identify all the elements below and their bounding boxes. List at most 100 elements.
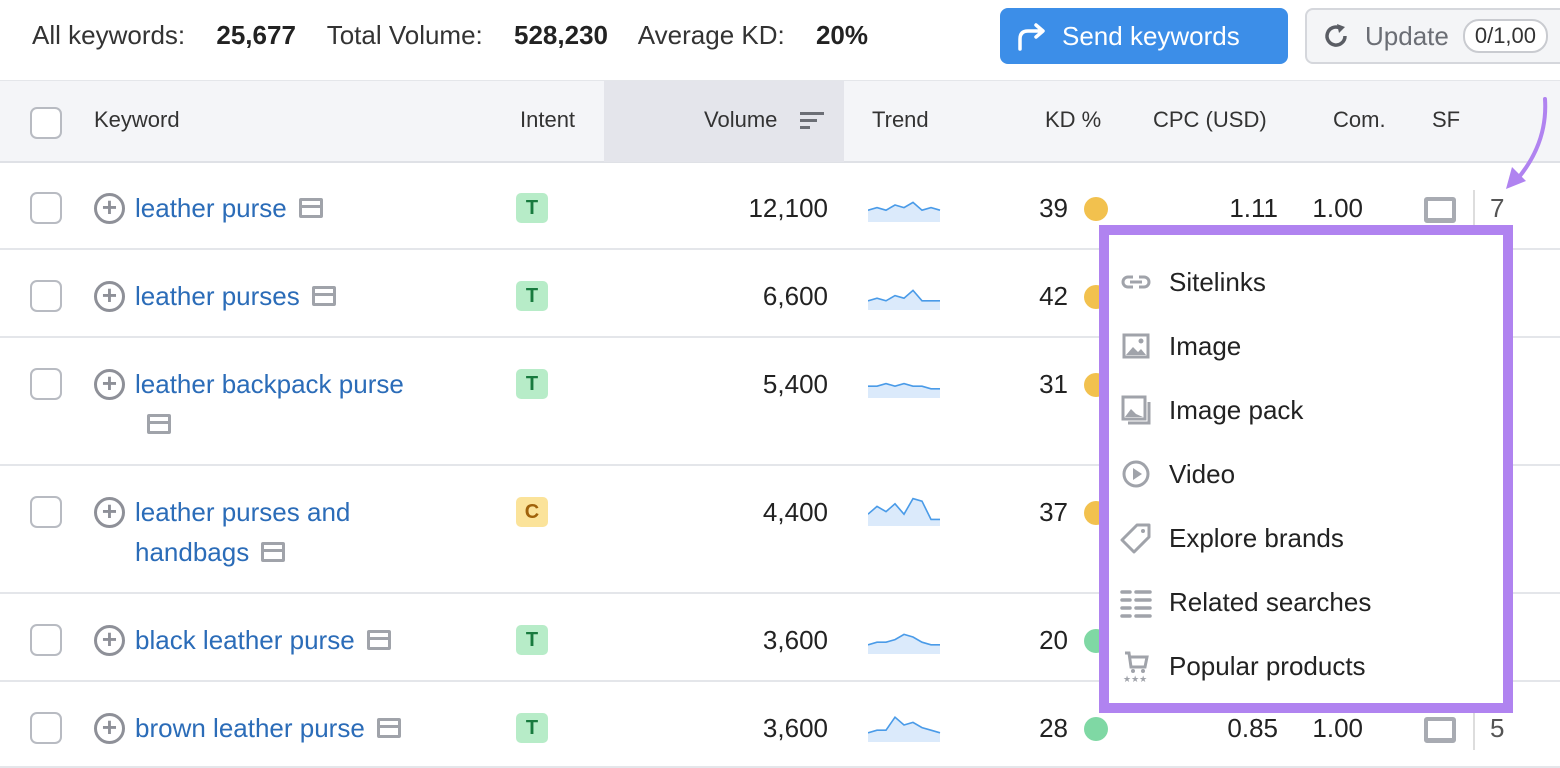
sf-menu-item[interactable]: Related searches [1119,582,1371,622]
table-row: + leather purses and handbags C 4,400 37 [0,466,1560,594]
sf-menu-item[interactable]: Image [1119,326,1241,366]
update-label: Update [1365,20,1449,51]
sf-menu-item[interactable]: ★★★ Popular products [1119,646,1366,686]
play-icon [1122,460,1150,488]
sort-desc-icon[interactable] [800,111,824,131]
total-volume-value: 528,230 [514,20,608,50]
sf-menu-item-label: Video [1169,458,1236,489]
row-checkbox[interactable] [30,368,62,400]
keyword-link[interactable]: leather purses and handbags [135,492,415,572]
list-icon [1120,590,1152,618]
kd-value: 28 [1039,713,1068,743]
row-checkbox[interactable] [30,280,62,312]
image-icon [1122,333,1150,359]
all-keywords-label: All keywords: [32,20,186,50]
serp-features-icon[interactable] [1424,717,1456,743]
intent-badge: T [516,193,548,223]
keyword-link[interactable]: leather purses [135,276,415,316]
serp-icon[interactable] [298,198,323,219]
intent-badge: T [516,369,548,399]
table-row: + black leather purse T 3,600 20 [0,594,1560,682]
com-value: 1.00 [1312,713,1363,743]
send-keywords-button[interactable]: Send keywords [1000,8,1288,64]
keyword-text[interactable]: brown leather purse [135,713,365,743]
col-trend[interactable]: Trend [872,107,929,132]
row-checkbox[interactable] [30,192,62,224]
total-volume-label: Total Volume: [326,20,483,50]
sf-dropdown-menu: Sitelinks Image Image pack Video Explore bra… [1100,226,1512,712]
keyword-link[interactable]: leather backpack purse [135,364,415,444]
keyword-link[interactable]: brown leather purse [135,708,415,748]
serp-icon[interactable] [261,542,286,563]
col-intent[interactable]: Intent [520,107,576,132]
add-keyword-icon[interactable]: + [94,193,125,224]
intent-badge: T [516,713,548,743]
table-row: + brown leather purse T 3,600 28 0.85 1.… [0,682,1560,768]
intent-badge: T [516,281,548,311]
all-keywords-value: 25,677 [216,20,296,50]
volume-value: 5,400 [762,369,828,399]
col-com[interactable]: Com. [1333,107,1386,132]
serp-icon[interactable] [376,718,401,739]
sf-menu-item-label: Related searches [1169,586,1372,617]
sf-menu-item[interactable]: Image pack [1119,390,1303,430]
volume-value: 3,600 [762,713,828,743]
sf-count[interactable]: 5 [1490,713,1505,743]
trend-sparkline [868,289,940,310]
sf-count[interactable]: 7 [1490,193,1505,223]
refresh-icon [1325,24,1347,47]
keyword-text[interactable]: leather purses [135,281,300,311]
serp-icon[interactable] [311,286,336,307]
col-keyword[interactable]: Keyword [94,107,180,132]
volume-value: 6,600 [762,281,828,311]
add-keyword-icon[interactable]: + [94,497,125,528]
svg-text:★★★: ★★★ [1123,674,1147,683]
trend-sparkline [868,201,941,222]
add-keyword-icon[interactable]: + [94,281,125,312]
row-checkbox[interactable] [30,496,62,528]
table-header: Keyword Intent Volume Trend KD % CPC (US… [0,80,1560,163]
sf-menu-item-label: Explore brands [1169,522,1344,553]
image-pack-icon [1121,395,1151,425]
sf-divider [1473,710,1475,750]
update-count: 0/1,00 [1462,19,1549,53]
intent-badge: C [516,497,548,527]
row-checkbox[interactable] [30,712,62,744]
volume-value: 4,400 [762,497,828,527]
sf-menu-item-label: Popular products [1169,650,1366,681]
col-volume[interactable]: Volume [704,107,778,132]
cpc-value: 0.85 [1227,713,1278,743]
keyword-link[interactable]: leather purse [135,188,415,228]
share-arrow-icon [1018,23,1045,51]
kd-value: 39 [1039,193,1068,223]
select-all-checkbox[interactable] [30,107,62,139]
add-keyword-icon[interactable]: + [94,625,125,656]
col-cpc[interactable]: CPC (USD) [1153,107,1267,132]
trend-sparkline [868,716,941,742]
keyword-text[interactable]: black leather purse [135,625,355,655]
add-keyword-icon[interactable]: + [94,713,125,744]
sf-divider [1473,190,1475,230]
sf-menu-item-label: Image [1169,330,1242,361]
row-checkbox[interactable] [30,624,62,656]
col-kd[interactable]: KD % [1045,107,1102,132]
serp-features-icon[interactable] [1424,197,1456,223]
keyword-text[interactable]: leather purses and handbags [135,497,351,567]
sf-menu-item[interactable]: Sitelinks [1119,262,1266,302]
com-value: 1.00 [1312,193,1363,223]
update-button[interactable]: Update 0/1,00 [1305,8,1560,64]
sf-menu-item[interactable]: Video [1119,454,1235,494]
add-keyword-icon[interactable]: + [94,369,125,400]
sf-menu-item[interactable]: Explore brands [1119,518,1344,558]
volume-value: 12,100 [748,193,828,223]
kd-dot [1084,197,1108,221]
table-row: + leather purse T 12,100 39 1.11 1.00 7 [0,162,1560,250]
serp-icon[interactable] [147,414,171,435]
keyword-link[interactable]: black leather purse [135,620,415,660]
col-sf[interactable]: SF [1432,107,1461,132]
keyword-text[interactable]: leather purse [135,193,287,223]
trend-sparkline [868,382,940,398]
trend-sparkline [868,497,940,526]
serp-icon[interactable] [366,630,391,651]
keyword-text[interactable]: leather backpack purse [135,369,404,399]
